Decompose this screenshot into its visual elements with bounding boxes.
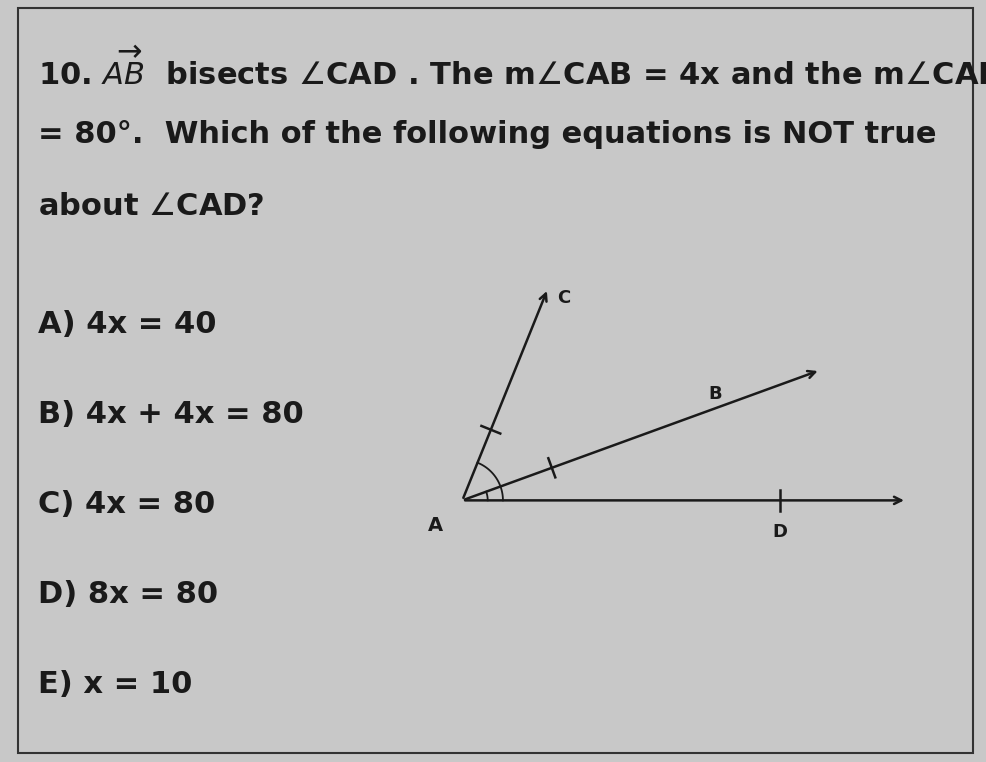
Text: C) 4x = 80: C) 4x = 80	[38, 490, 215, 519]
Text: = 80°.  Which of the following equations is NOT true: = 80°. Which of the following equations …	[38, 120, 936, 149]
Text: E) x = 10: E) x = 10	[38, 670, 192, 699]
Text: 10. $\overrightarrow{AB}$  bisects $\angle$CAD . The m$\angle$CAB = 4x and the m: 10. $\overrightarrow{AB}$ bisects $\angl…	[38, 48, 986, 91]
Text: D: D	[771, 523, 787, 541]
Text: D) 8x = 80: D) 8x = 80	[38, 580, 218, 609]
Text: A: A	[428, 516, 443, 535]
Text: B: B	[708, 386, 722, 403]
Text: C: C	[556, 289, 569, 307]
Text: A) 4x = 40: A) 4x = 40	[38, 310, 216, 339]
Text: B) 4x + 4x = 80: B) 4x + 4x = 80	[38, 400, 304, 429]
Text: about $\angle$CAD?: about $\angle$CAD?	[38, 192, 264, 221]
